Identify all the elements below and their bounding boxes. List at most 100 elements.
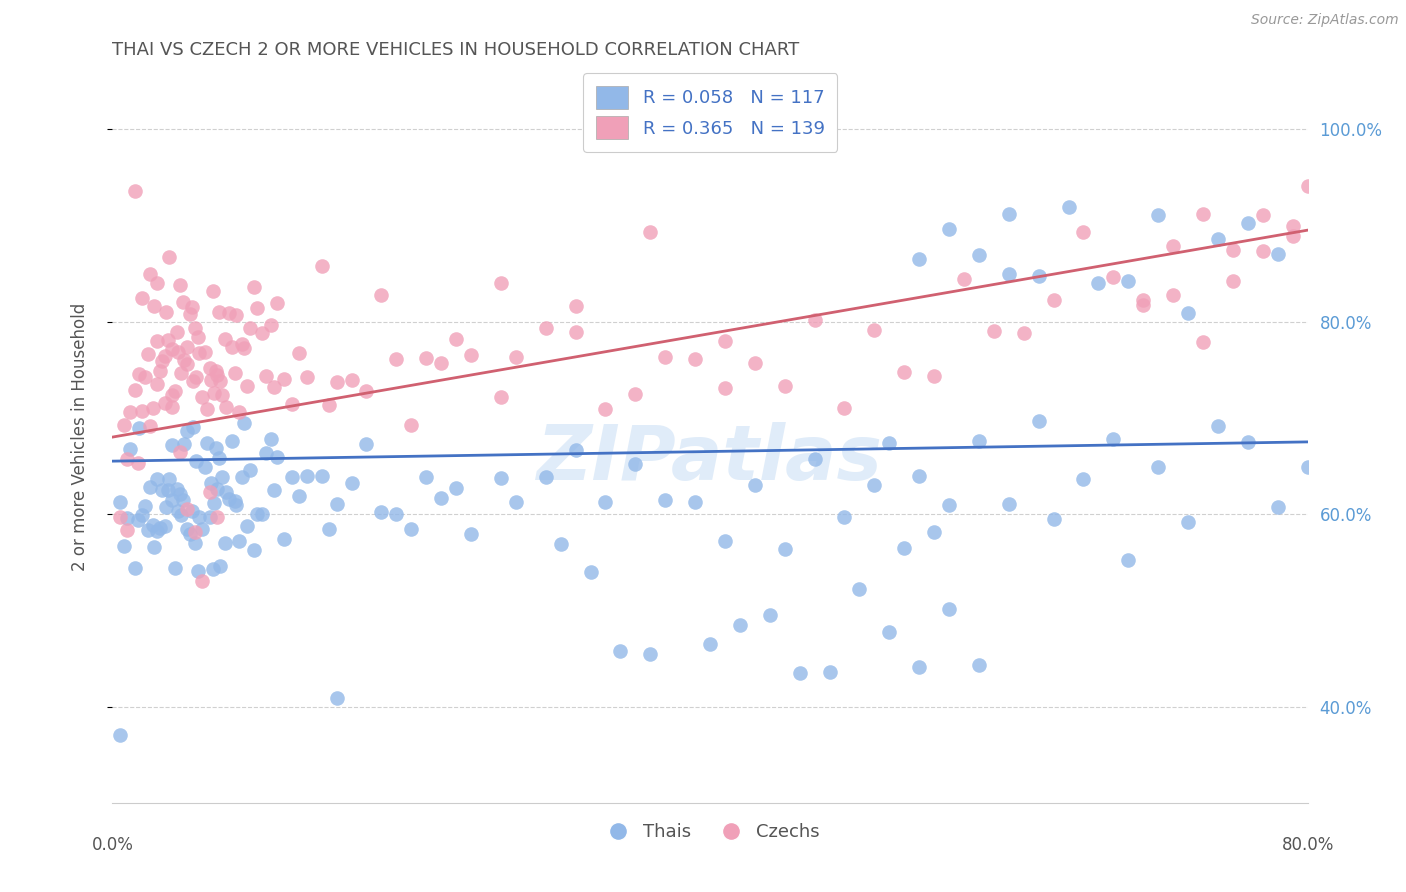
Point: [108, 510, 131, 524]
Point: [260, 432, 283, 446]
Point: [246, 507, 269, 521]
Point: [263, 483, 285, 497]
Point: [550, 537, 572, 551]
Point: [728, 618, 751, 632]
Point: [564, 299, 586, 313]
Point: [231, 337, 253, 351]
Point: [295, 370, 318, 384]
Point: [505, 350, 527, 364]
Point: [183, 321, 205, 335]
Point: [127, 513, 149, 527]
Point: [1222, 243, 1244, 257]
Point: [180, 300, 202, 314]
Point: [162, 388, 183, 402]
Point: [167, 504, 190, 518]
Point: [205, 510, 228, 524]
Point: [654, 493, 676, 508]
Point: [1073, 472, 1095, 486]
Point: [714, 381, 737, 395]
Point: [415, 469, 437, 483]
Point: [848, 582, 870, 596]
Point: [370, 288, 392, 302]
Point: [239, 463, 262, 477]
Point: [188, 510, 211, 524]
Point: [460, 348, 482, 362]
Point: [325, 691, 347, 706]
Point: [1334, 190, 1357, 204]
Point: [1028, 413, 1050, 427]
Point: [714, 334, 737, 348]
Point: [201, 562, 224, 576]
Point: [176, 502, 198, 516]
Point: [1102, 432, 1125, 446]
Point: [356, 437, 378, 451]
Point: [1012, 326, 1035, 340]
Point: [273, 372, 295, 386]
Point: [953, 272, 976, 286]
Point: [176, 424, 198, 438]
Point: [1057, 200, 1080, 214]
Point: [131, 292, 153, 306]
Text: THAI VS CZECH 2 OR MORE VEHICLES IN HOUSEHOLD CORRELATION CHART: THAI VS CZECH 2 OR MORE VEHICLES IN HOUS…: [112, 41, 800, 59]
Point: [195, 402, 218, 417]
Point: [170, 366, 193, 380]
Point: [124, 561, 146, 575]
Point: [142, 518, 165, 533]
Point: [938, 221, 960, 235]
Point: [789, 665, 811, 680]
Point: [205, 482, 228, 496]
Point: [879, 625, 901, 640]
Point: [150, 483, 173, 498]
Point: [165, 560, 187, 574]
Point: [167, 345, 190, 359]
Point: [699, 637, 721, 651]
Text: ZIPatlas: ZIPatlas: [537, 422, 883, 496]
Point: [120, 442, 142, 456]
Point: [209, 559, 232, 574]
Point: [260, 318, 283, 333]
Point: [198, 360, 221, 375]
Point: [1132, 293, 1154, 308]
Point: [155, 500, 177, 514]
Point: [162, 400, 183, 414]
Point: [117, 523, 139, 537]
Point: [214, 535, 236, 549]
Point: [149, 520, 172, 534]
Point: [1118, 553, 1140, 567]
Point: [430, 491, 453, 505]
Point: [200, 475, 222, 490]
Point: [415, 351, 437, 365]
Point: [204, 364, 226, 378]
Point: [1147, 459, 1170, 474]
Point: [194, 460, 217, 475]
Point: [998, 268, 1021, 282]
Point: [250, 507, 273, 521]
Point: [202, 495, 225, 509]
Point: [744, 356, 766, 370]
Point: [325, 375, 347, 389]
Point: [124, 184, 146, 198]
Point: [162, 493, 183, 508]
Point: [834, 510, 856, 524]
Point: [187, 564, 209, 578]
Point: [180, 503, 202, 517]
Point: [172, 492, 194, 507]
Point: [176, 522, 198, 536]
Point: [683, 351, 706, 366]
Point: [201, 285, 224, 299]
Point: [139, 418, 162, 433]
Point: [534, 320, 557, 334]
Point: [1251, 244, 1274, 258]
Point: [162, 438, 183, 452]
Point: [803, 451, 825, 466]
Point: [325, 497, 347, 511]
Point: [114, 539, 135, 553]
Point: [117, 451, 139, 466]
Legend: Thais, Czechs: Thais, Czechs: [593, 816, 827, 848]
Point: [983, 324, 1005, 338]
Point: [131, 404, 153, 418]
Point: [273, 533, 295, 547]
Point: [233, 416, 256, 430]
Point: [153, 518, 176, 533]
Point: [162, 343, 183, 357]
